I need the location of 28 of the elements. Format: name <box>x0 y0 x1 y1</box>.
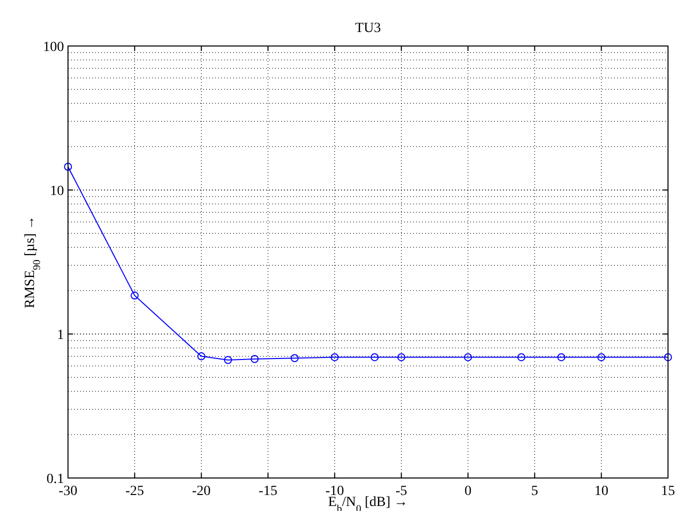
point <box>290 354 299 362</box>
point <box>250 355 259 364</box>
y-tick-label: 0.1 <box>46 472 64 487</box>
y-tick-label: 1 <box>57 328 64 343</box>
point <box>64 162 72 171</box>
x-tick-label: -20 <box>192 484 211 499</box>
x-tick-label: 5 <box>531 484 538 499</box>
point <box>397 353 406 362</box>
x-tick-label: -15 <box>258 484 278 499</box>
point <box>224 356 232 364</box>
chart-title: TU3 <box>355 21 381 36</box>
point <box>330 353 339 362</box>
x-tick-label: 15 <box>661 484 675 499</box>
point <box>664 353 672 362</box>
point <box>130 292 139 300</box>
y-tick-label: 10 <box>50 184 64 199</box>
point <box>597 353 606 362</box>
x-tick-label: 0 <box>464 484 472 499</box>
x-tick-label: 10 <box>594 484 608 499</box>
point <box>370 353 379 362</box>
point <box>197 352 206 360</box>
point <box>464 353 472 362</box>
y-tick-label: 100 <box>43 40 64 55</box>
point <box>557 353 566 362</box>
point <box>517 353 526 362</box>
x-tick-label: -5 <box>395 484 408 499</box>
x-tick-label: -25 <box>125 484 144 499</box>
x-tick-label: -30 <box>58 484 78 499</box>
